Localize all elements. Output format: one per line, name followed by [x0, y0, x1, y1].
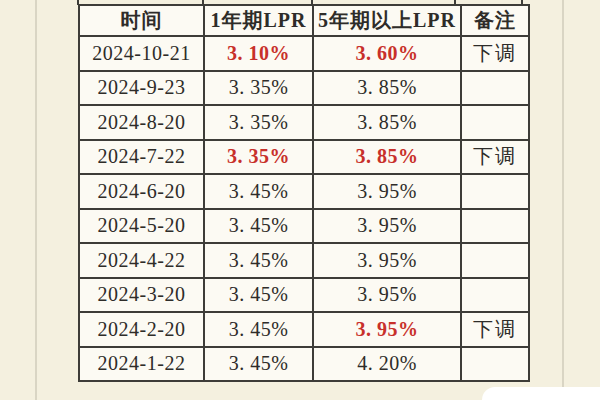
table-row: 2024-9-233. 35%3. 85%	[79, 71, 529, 106]
cell-lpr5y: 3. 85%	[313, 105, 461, 140]
cell-date: 2024-3-20	[79, 278, 204, 313]
cell-note	[461, 71, 529, 106]
header-note: 备注	[461, 5, 529, 36]
cell-date: 2024-8-20	[79, 105, 204, 140]
cell-date: 2024-7-22	[79, 140, 204, 175]
cell-lpr1y: 3. 10%	[204, 36, 313, 71]
cell-lpr1y: 3. 45%	[204, 278, 313, 313]
cell-date: 2024-6-20	[79, 174, 204, 209]
cell-note	[461, 174, 529, 209]
cell-date: 2024-2-20	[79, 312, 204, 347]
cell-note	[461, 209, 529, 244]
cell-lpr1y: 3. 35%	[204, 140, 313, 175]
cell-note	[461, 105, 529, 140]
cell-lpr5y: 3. 95%	[313, 174, 461, 209]
cell-note	[461, 243, 529, 278]
table-row: 2024-3-203. 45%3. 95%	[79, 278, 529, 313]
cell-lpr1y: 3. 35%	[204, 71, 313, 106]
watermark-blur-patch	[482, 387, 600, 400]
cell-date: 2024-1-22	[79, 347, 204, 382]
header-lpr-1y: 1年期LPR	[204, 5, 313, 36]
cell-lpr5y: 3. 95%	[313, 243, 461, 278]
table-row: 2024-6-203. 45%3. 95%	[79, 174, 529, 209]
page-edge-line-left	[35, 0, 37, 400]
cell-date: 2024-4-22	[79, 243, 204, 278]
table-row: 2024-7-223. 35%3. 85%下调	[79, 140, 529, 175]
cell-lpr5y: 4. 20%	[313, 347, 461, 382]
lpr-rate-table: 时间 1年期LPR 5年期以上LPR 备注 2024-10-213. 10%3.…	[78, 4, 530, 382]
cell-lpr1y: 3. 45%	[204, 312, 313, 347]
cell-note: 下调	[461, 36, 529, 71]
cell-lpr5y: 3. 95%	[313, 312, 461, 347]
table-row: 2024-4-223. 45%3. 95%	[79, 243, 529, 278]
cell-lpr1y: 3. 45%	[204, 209, 313, 244]
table-row: 2024-5-203. 45%3. 95%	[79, 209, 529, 244]
page-edge-line-right	[562, 0, 564, 400]
cell-date: 2024-5-20	[79, 209, 204, 244]
cell-lpr5y: 3. 95%	[313, 278, 461, 313]
table-header-row: 时间 1年期LPR 5年期以上LPR 备注	[79, 5, 529, 36]
cell-lpr5y: 3. 60%	[313, 36, 461, 71]
header-date: 时间	[79, 5, 204, 36]
cell-lpr1y: 3. 45%	[204, 347, 313, 382]
cell-lpr1y: 3. 45%	[204, 174, 313, 209]
cell-lpr1y: 3. 35%	[204, 105, 313, 140]
cell-note	[461, 347, 529, 382]
cell-note	[461, 278, 529, 313]
cell-note: 下调	[461, 140, 529, 175]
table-body: 2024-10-213. 10%3. 60%下调2024-9-233. 35%3…	[79, 36, 529, 381]
table-row: 2024-1-223. 45%4. 20%	[79, 347, 529, 382]
cell-lpr5y: 3. 85%	[313, 140, 461, 175]
cell-lpr5y: 3. 85%	[313, 71, 461, 106]
table-row: 2024-2-203. 45%3. 95%下调	[79, 312, 529, 347]
table-row: 2024-10-213. 10%3. 60%下调	[79, 36, 529, 71]
cell-date: 2024-9-23	[79, 71, 204, 106]
cell-lpr1y: 3. 45%	[204, 243, 313, 278]
cell-date: 2024-10-21	[79, 36, 204, 71]
table-row: 2024-8-203. 35%3. 85%	[79, 105, 529, 140]
header-lpr-5y: 5年期以上LPR	[313, 5, 461, 36]
cell-lpr5y: 3. 95%	[313, 209, 461, 244]
cell-note: 下调	[461, 312, 529, 347]
